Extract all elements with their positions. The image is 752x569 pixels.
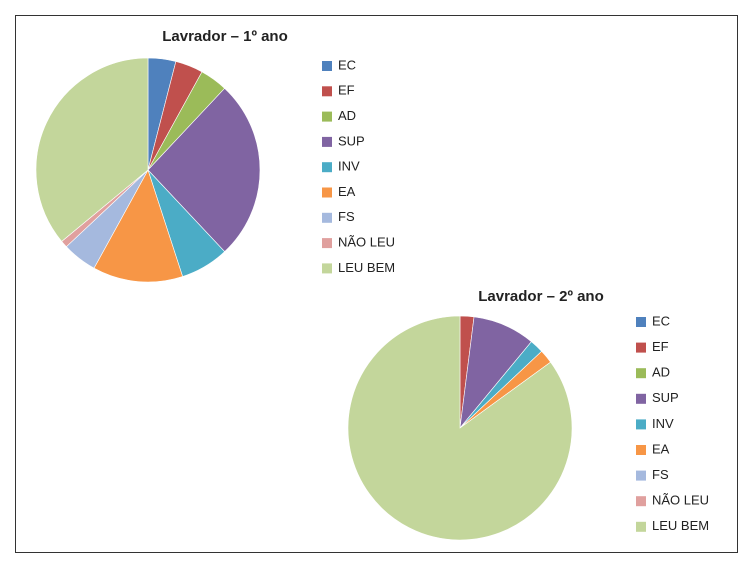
pie-slice (147, 87, 261, 253)
legend-label: INV (652, 416, 674, 431)
legend-swatch (636, 317, 646, 327)
legend-swatch (322, 162, 332, 173)
legend-label: NÃO LEU (652, 493, 709, 508)
legend-swatch (636, 521, 646, 532)
legend-label: LEU BEM (338, 260, 395, 275)
legend-label: EA (338, 184, 356, 199)
pie-slice (93, 169, 183, 283)
legend-label: EC (338, 57, 356, 72)
legend-swatch (322, 61, 332, 71)
legend-swatch (322, 238, 332, 249)
legend-label: FS (652, 467, 669, 482)
pie-slice (347, 315, 573, 541)
legend-label: EF (652, 339, 669, 354)
chart-title: Lavrador – 1º ano (162, 28, 288, 45)
legend-swatch (322, 263, 332, 274)
legend-label: LEU BEM (652, 518, 709, 533)
legend-swatch (322, 111, 332, 122)
legend-swatch (322, 86, 332, 97)
legend-label: AD (338, 108, 356, 123)
legend-swatch (322, 212, 332, 223)
legend-label: AD (652, 365, 670, 380)
legend-label: FS (338, 209, 355, 224)
legend-swatch (636, 342, 646, 353)
legend-label: EA (652, 441, 670, 456)
legend-swatch (636, 368, 646, 379)
legend-swatch (636, 419, 646, 430)
chart-title: Lavrador – 2º ano (478, 288, 604, 305)
legend-swatch (322, 187, 332, 198)
pie-slice (35, 57, 149, 242)
legend-swatch (322, 136, 332, 147)
legend-swatch (636, 470, 646, 481)
legend-swatch (636, 393, 646, 404)
legend-label: INV (338, 159, 360, 174)
legend-label: EC (652, 313, 670, 328)
legend-swatch (636, 445, 646, 455)
legend-label: NÃO LEU (338, 235, 395, 250)
legend-label: SUP (338, 133, 365, 148)
legend-label: SUP (652, 390, 679, 405)
legend-label: EF (338, 83, 355, 98)
legend-swatch (636, 496, 646, 507)
